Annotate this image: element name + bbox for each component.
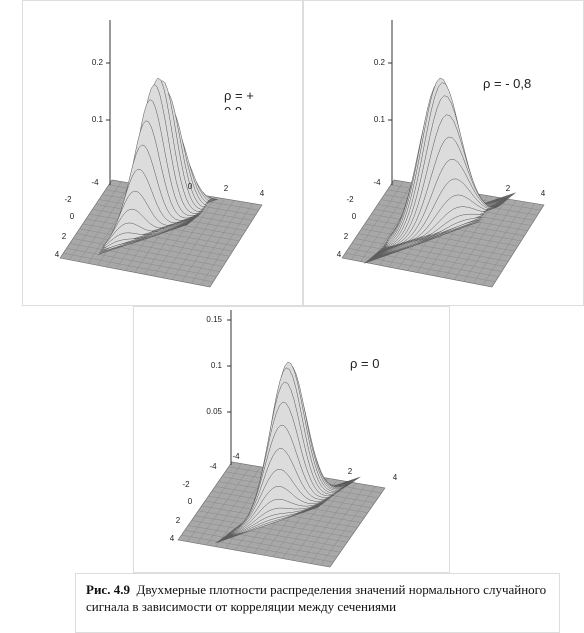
surface-slice xyxy=(100,222,191,251)
x-tick-label: 4 xyxy=(393,473,398,482)
y-tick-label: 4 xyxy=(55,250,60,259)
base-grid xyxy=(291,481,347,561)
rho-label: ρ = 0 xyxy=(350,356,380,371)
x-tick-label: 2 xyxy=(348,467,353,476)
surface xyxy=(177,310,386,568)
base-grid xyxy=(473,201,526,284)
base-grid xyxy=(191,201,244,284)
x-tick-label: 2 xyxy=(506,184,511,193)
base-grid xyxy=(301,482,357,563)
x-tick-label: 4 xyxy=(541,189,546,198)
rho-label: ρ = - 0,8 xyxy=(483,76,532,91)
y-tick-label: 4 xyxy=(337,250,342,259)
base-grid xyxy=(181,200,235,282)
z-tick-label: 0.15 xyxy=(206,315,222,324)
y-tick-label: -2 xyxy=(346,195,354,204)
z-tick-label: 0.2 xyxy=(374,58,386,67)
rho-label: ρ = + 0,8 xyxy=(224,88,254,110)
figure-number: Рис. 4.9 xyxy=(86,582,130,597)
base-grid xyxy=(200,203,253,286)
base-grid xyxy=(310,484,367,564)
x-tick-label: -4 xyxy=(209,462,217,471)
z-tick-label: 0.1 xyxy=(211,361,223,370)
z-tick-label: 0.05 xyxy=(206,407,222,416)
base-grid xyxy=(320,486,376,566)
base-grid xyxy=(444,197,498,279)
x-tick-label: -4 xyxy=(373,178,381,187)
surface-slice xyxy=(98,224,188,255)
x-tick-label: -4 xyxy=(232,452,240,461)
y-tick-label: 0 xyxy=(188,497,193,506)
surface-slice xyxy=(221,503,324,540)
base-grid xyxy=(463,200,517,282)
base-grid xyxy=(172,198,225,280)
z-tick-label: 0.2 xyxy=(92,58,104,67)
y-tick-label: 2 xyxy=(176,516,181,525)
panel-frame xyxy=(133,306,450,573)
x-tick-label: -4 xyxy=(91,178,99,187)
figure: 0.2 0.1 -4 0 2 4 -2 0 2 4 0.2 0.1 -4 2 4… xyxy=(55,20,546,568)
caption-text: Двухмерные плотности распределения значе… xyxy=(86,582,547,614)
caption: Рис. 4.9 Двухмерные плотности распределе… xyxy=(75,573,560,633)
surface xyxy=(59,20,263,288)
z-tick-label: 0.1 xyxy=(374,115,386,124)
y-tick-label: -2 xyxy=(64,195,72,204)
base-grid xyxy=(454,198,507,280)
z-tick-label: 0.1 xyxy=(92,115,104,124)
base-grid xyxy=(162,197,216,279)
y-tick-label: 4 xyxy=(170,534,175,543)
surface-slice xyxy=(365,219,482,263)
y-tick-label: -2 xyxy=(182,480,190,489)
y-tick-label: 2 xyxy=(344,232,349,241)
surface-slice xyxy=(217,505,321,542)
base-grid xyxy=(482,203,535,286)
panel-frame xyxy=(22,0,303,306)
x-tick-label: 4 xyxy=(260,189,265,198)
surface xyxy=(341,20,545,288)
surface-slice xyxy=(364,221,480,264)
x-tick-label: 0 xyxy=(188,182,193,191)
y-tick-label: 0 xyxy=(352,212,357,221)
x-tick-label: 2 xyxy=(224,184,229,193)
surface-slice xyxy=(215,506,319,544)
y-tick-label: 2 xyxy=(62,232,67,241)
y-tick-label: 0 xyxy=(70,212,75,221)
